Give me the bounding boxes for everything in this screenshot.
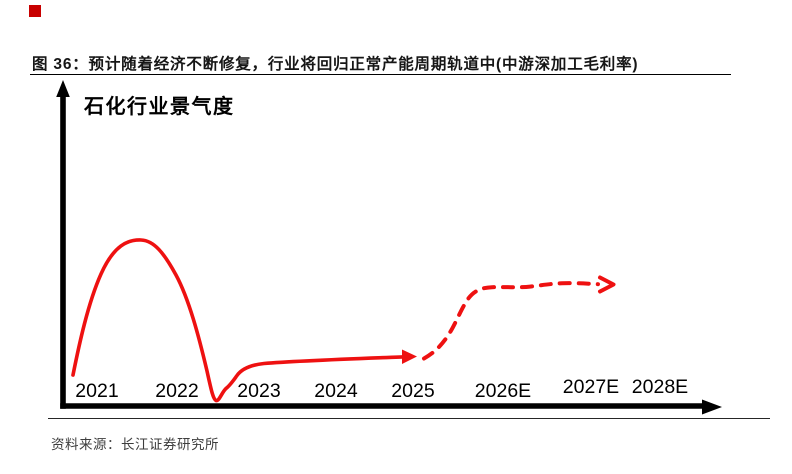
figure-caption: 图 36：预计随着经济不断修复，行业将回归正常产能周期轨道中(中游深加工毛利率) [32, 56, 639, 73]
chart-title: 石化行业景气度 [83, 94, 235, 118]
footer-separator-line [48, 418, 770, 419]
x-label-2022: 2022 [155, 380, 198, 402]
x-label-2023: 2023 [237, 380, 280, 402]
x-label-2025: 2025 [391, 380, 435, 402]
caption-underline [30, 74, 731, 75]
x-label-2024: 2024 [314, 380, 358, 402]
source-note: 资料来源：长江证券研究所 [51, 437, 219, 452]
dashed-curve-arrow-icon [598, 275, 616, 294]
x-label-2027e: 2027E [563, 376, 619, 398]
red-square-bullet-icon [29, 5, 41, 17]
x-label-2026e: 2026E [475, 380, 531, 402]
solid-curve-arrow-icon [402, 349, 417, 364]
y-axis-arrow-icon [56, 80, 70, 97]
solid-history-curve [71, 238, 407, 403]
dashed-forecast-curve [422, 281, 600, 361]
x-label-2028e: 2028E [632, 376, 688, 398]
x-label-2021: 2021 [75, 380, 118, 402]
x-axis-arrow-icon [702, 399, 722, 415]
